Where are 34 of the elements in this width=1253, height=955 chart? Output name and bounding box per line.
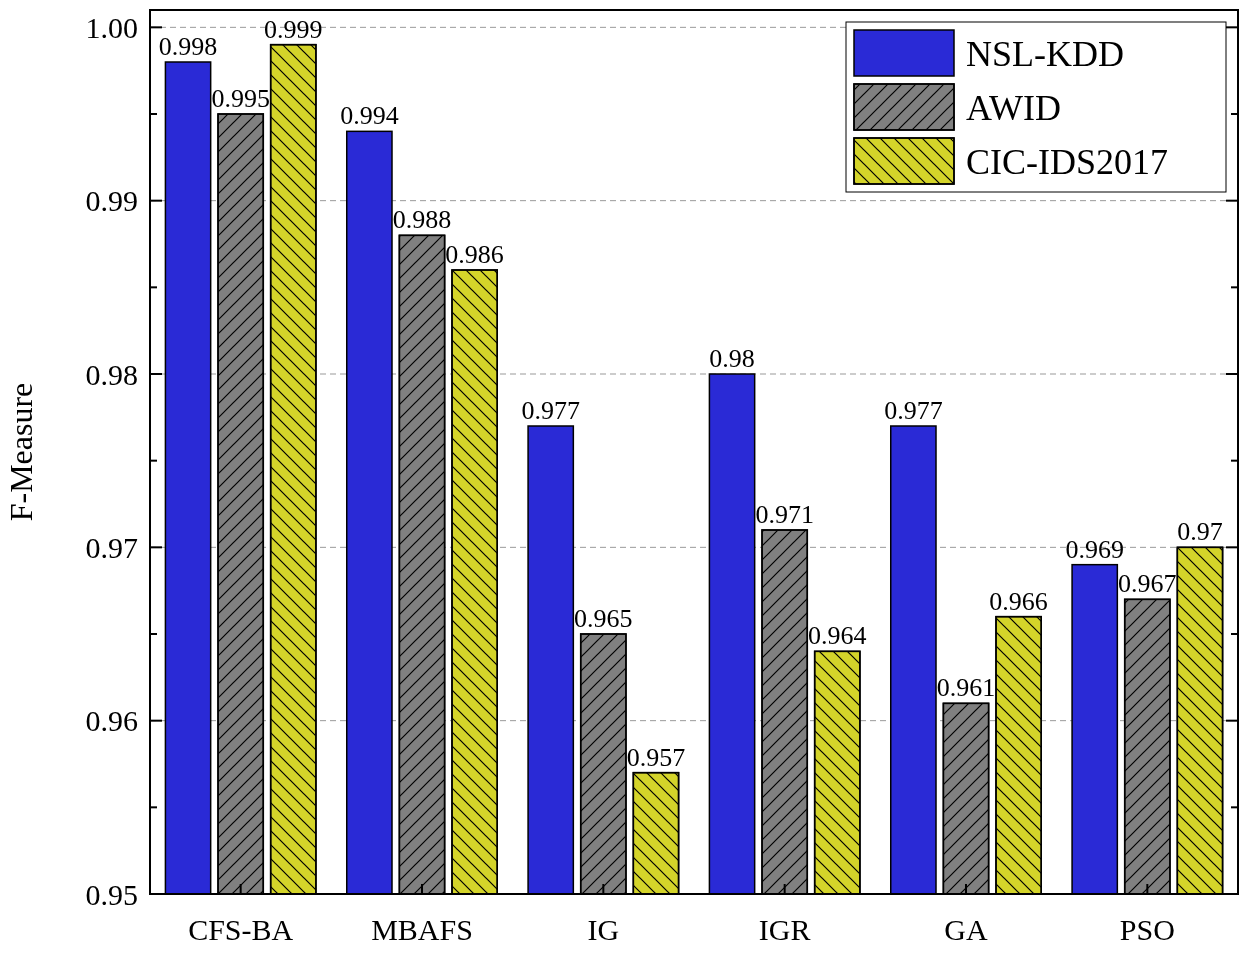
data-label: 0.961 [936,673,996,703]
data-label: 0.999 [264,14,323,44]
data-label: 0.965 [574,604,633,633]
y-tick-label: 0.99 [85,184,138,218]
data-label: 0.986 [445,240,504,269]
data-label: 0.967 [1118,569,1177,599]
data-label: 0.988 [392,205,452,235]
data-label: 0.97 [1177,517,1223,547]
x-tick-label: CFS-BA [188,913,294,946]
legend-label: CIC-IDS2017 [966,141,1169,182]
data-label: 0.966 [989,586,1048,616]
y-tick-label: 0.97 [85,530,138,564]
data-label: 0.98 [709,344,755,373]
x-tick-label: GA [944,913,988,946]
data-label: 0.969 [1065,534,1124,564]
data-label: 0.957 [626,742,686,772]
data-label: 0.971 [755,500,814,529]
legend-label: AWID [966,87,1062,128]
x-tick-label: MBAFS [371,913,473,946]
y-axis-title: F-Measure [3,382,39,522]
data-label: 0.977 [884,396,943,425]
data-label: 0.964 [808,621,867,651]
legend-label: NSL-KDD [966,33,1124,74]
y-tick-label: 0.98 [85,357,138,391]
y-tick-label: 0.96 [85,704,138,738]
data-label: 0.994 [340,101,399,131]
y-tick-label: 0.95 [85,877,138,911]
data-label: 0.998 [158,32,218,61]
data-label: 0.995 [211,84,270,113]
data-label: 0.977 [521,396,580,425]
x-tick-label: IG [587,913,620,946]
x-tick-label: PSO [1119,913,1175,946]
x-tick-label: IGR [758,913,811,946]
y-tick-label: 1.00 [85,10,138,44]
